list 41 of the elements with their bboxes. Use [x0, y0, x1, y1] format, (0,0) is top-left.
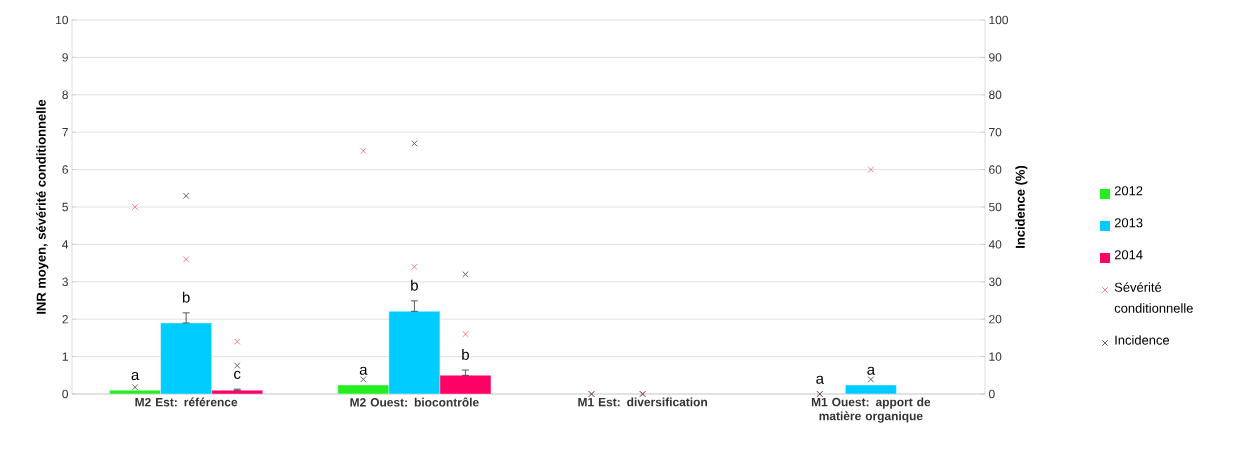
data-label: a [359, 366, 368, 375]
y-tick-label: 10 [56, 15, 69, 25]
data-label: b [182, 291, 190, 303]
legend-label: Sévérité conditionnelle [1114, 282, 1193, 313]
y2-tick-label: 30 [988, 277, 1002, 287]
data-label: a [816, 375, 824, 384]
data-label: b [462, 348, 469, 360]
legend-label: 2013 [1114, 218, 1143, 228]
legend-label: 2014 [1114, 250, 1143, 260]
legend-label: Incidence [1115, 335, 1170, 345]
y-tick-label: 6 [62, 165, 68, 174]
y2-tick-label: 50 [989, 202, 1002, 212]
data-label: c [234, 370, 241, 379]
y2-tick-label: 20 [989, 314, 1002, 324]
y2-tick-label: 40 [988, 240, 1002, 249]
y2-tick-label: 70 [989, 127, 1002, 137]
y2-tick-label: 60 [989, 165, 1002, 174]
y-tick-label: 9 [62, 53, 68, 62]
y-axis-title: INR moyen, sévérité conditionnelle [36, 99, 49, 314]
x-tick-label: M2 Est: référence [135, 397, 238, 407]
x-tick-label: M1 Ouest: apport de matière organique [811, 397, 931, 423]
y-tick-label: 4 [62, 240, 69, 249]
y-tick-label: 8 [62, 90, 68, 100]
data-label: b [411, 279, 418, 291]
y-tick-label: 7 [62, 128, 68, 137]
y-tick-label: 1 [62, 352, 68, 361]
y2-tick-label: 90 [989, 53, 1002, 62]
data-label: a [131, 371, 140, 381]
y2-axis-title: Incidence (%) [1015, 165, 1028, 248]
y2-tick-label: 100 [989, 15, 1009, 25]
y2-tick-label: 0 [989, 389, 995, 399]
y2-tick-label: 10 [989, 352, 1002, 361]
data-label: a [867, 366, 876, 375]
y-tick-label: 5 [62, 202, 68, 212]
y-tick-label: 2 [62, 315, 68, 324]
y2-tick-label: 80 [989, 90, 1002, 100]
x-tick-label: M2 Ouest: biocontrôle [350, 397, 479, 407]
x-tick-label: M1 Est: diversification [578, 397, 707, 407]
y-tick-label: 0 [62, 389, 69, 399]
legend-label: 2012 [1114, 186, 1143, 196]
y-tick-label: 3 [62, 277, 68, 287]
